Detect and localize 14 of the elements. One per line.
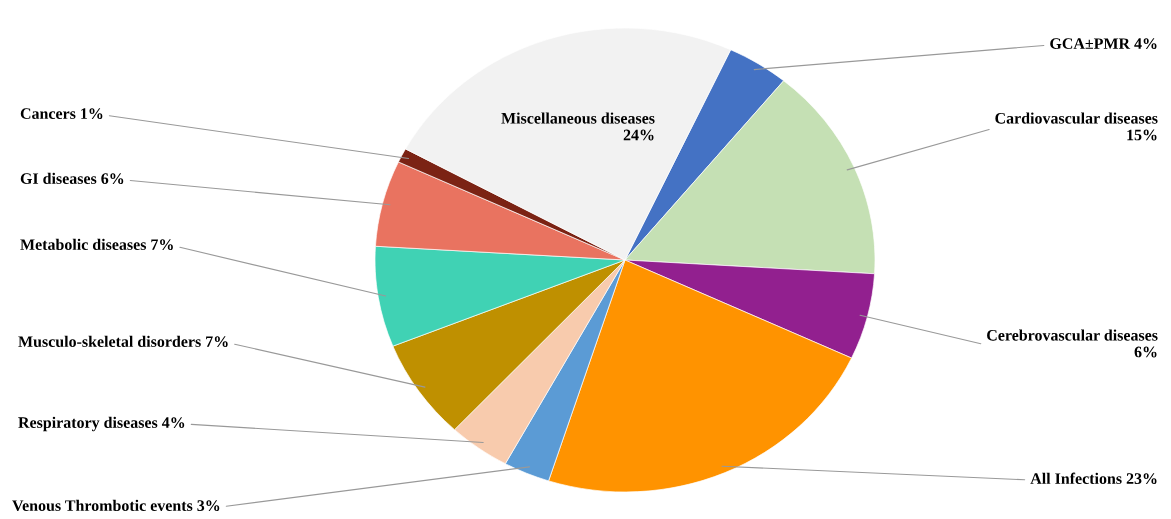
slice-label: All Infections 23% bbox=[1030, 472, 1157, 485]
slice-label: Musculo-skeletal disorders 7% bbox=[18, 335, 228, 348]
slice-label: GCA±PMR 4% bbox=[1050, 38, 1157, 50]
slice-label: Cerebrovascular diseases bbox=[987, 329, 1158, 341]
slice-label: Miscellaneous diseases bbox=[501, 112, 655, 124]
data-label: 6% bbox=[1134, 346, 1157, 358]
slice-label: Venous Thrombotic events 3% bbox=[12, 499, 220, 512]
data-label: 24% bbox=[623, 129, 654, 141]
slice-label: Respiratory diseases 4% bbox=[18, 416, 185, 432]
slice-label: Cancers 1% bbox=[20, 108, 103, 120]
slice-label: Cardiovascular diseases bbox=[995, 112, 1158, 124]
data-label: 15% bbox=[1127, 129, 1157, 141]
slice-label: GI diseases 6% bbox=[20, 172, 124, 185]
slice-label: Metabolic diseases 7% bbox=[20, 238, 173, 251]
